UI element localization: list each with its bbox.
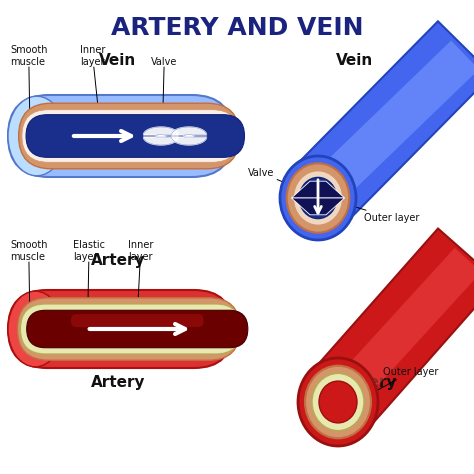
Text: Inner
layer: Inner layer	[80, 46, 105, 107]
Text: ARTERY AND VEIN: ARTERY AND VEIN	[111, 16, 363, 40]
Text: Vein: Vein	[337, 53, 374, 67]
Polygon shape	[292, 181, 345, 198]
Text: Vein: Vein	[100, 53, 137, 67]
Text: Artery: Artery	[91, 253, 145, 267]
FancyBboxPatch shape	[71, 314, 204, 327]
FancyBboxPatch shape	[8, 290, 233, 368]
Text: Elastic
layer: Elastic layer	[73, 240, 105, 302]
Ellipse shape	[8, 291, 63, 367]
Polygon shape	[293, 21, 474, 222]
Ellipse shape	[287, 164, 349, 233]
Ellipse shape	[280, 156, 356, 240]
Polygon shape	[144, 135, 179, 145]
Ellipse shape	[312, 374, 364, 430]
Text: Artery: Artery	[343, 374, 397, 390]
Polygon shape	[144, 127, 179, 137]
Ellipse shape	[305, 366, 371, 438]
Text: Valve: Valve	[248, 168, 310, 193]
FancyBboxPatch shape	[18, 103, 239, 169]
Ellipse shape	[8, 96, 65, 176]
Polygon shape	[292, 198, 345, 215]
Polygon shape	[308, 41, 474, 208]
Polygon shape	[172, 127, 207, 137]
Polygon shape	[172, 135, 207, 145]
Ellipse shape	[298, 358, 378, 446]
Text: Valve: Valve	[151, 57, 177, 107]
Polygon shape	[328, 248, 474, 410]
Text: Outer layer: Outer layer	[352, 206, 419, 223]
Text: Smooth
muscle: Smooth muscle	[10, 46, 47, 131]
Polygon shape	[310, 228, 474, 427]
Text: Inner
layer: Inner layer	[128, 240, 154, 302]
Text: Outer layer: Outer layer	[374, 367, 438, 392]
FancyBboxPatch shape	[27, 310, 248, 348]
FancyBboxPatch shape	[8, 95, 233, 177]
FancyBboxPatch shape	[20, 304, 241, 354]
Text: Artery: Artery	[91, 374, 145, 390]
FancyBboxPatch shape	[18, 298, 240, 360]
FancyBboxPatch shape	[22, 110, 239, 162]
Text: Smooth
muscle: Smooth muscle	[10, 240, 47, 324]
Ellipse shape	[293, 171, 343, 225]
Ellipse shape	[319, 381, 357, 423]
FancyBboxPatch shape	[26, 115, 245, 157]
Ellipse shape	[300, 177, 337, 219]
